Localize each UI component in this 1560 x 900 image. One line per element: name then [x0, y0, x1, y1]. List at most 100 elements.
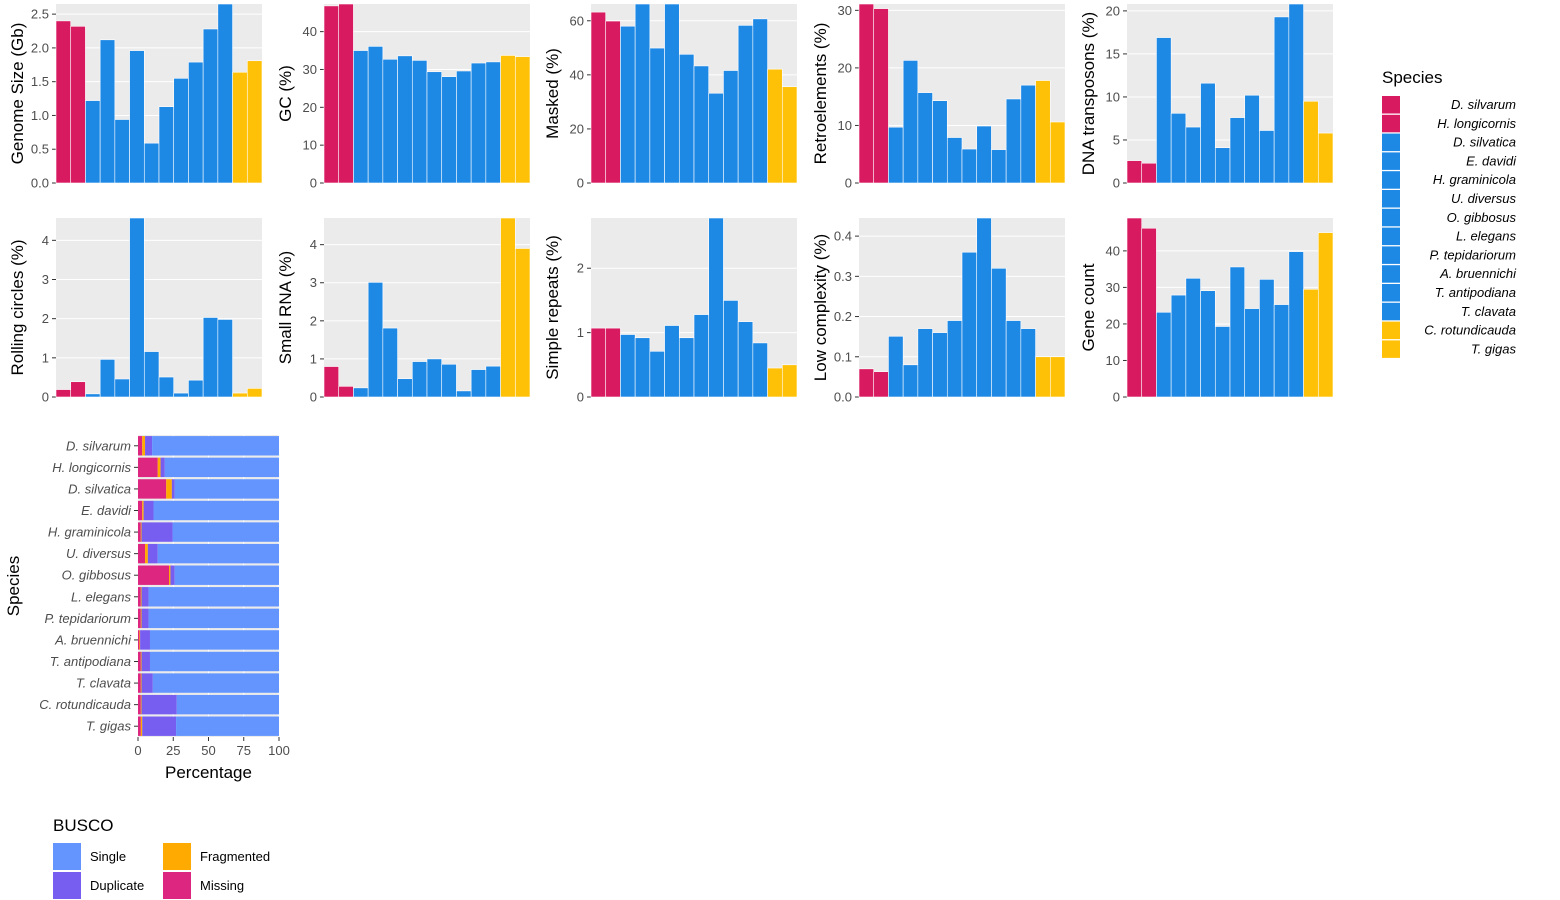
y-tick-label: 0.0	[834, 390, 852, 405]
bar-t-clavata	[217, 3, 233, 184]
segment-fragmented	[140, 651, 142, 672]
bar-c-rotundicauda	[1303, 100, 1319, 184]
segment-missing	[138, 500, 143, 521]
bar-e-davidi	[1170, 112, 1187, 184]
bar-h-longicornis	[605, 327, 621, 398]
species-label: T. clavata	[76, 676, 131, 691]
species-label: H. graminicola	[48, 525, 131, 540]
bar-t-gigas	[1317, 232, 1334, 398]
bar-o-gibbosus	[143, 351, 160, 398]
species-label: P. tepidariorum	[45, 611, 132, 626]
bar-p-tepidariorum	[441, 363, 457, 398]
segment-single	[152, 673, 279, 693]
segment-missing	[138, 608, 141, 629]
legend-label: O. gibbosus	[1447, 210, 1517, 225]
bar-l-elegans	[1229, 266, 1246, 398]
y-axis-label: DNA transposons (%)	[1079, 12, 1098, 175]
segment-missing	[138, 587, 141, 607]
segment-missing	[138, 694, 141, 715]
bar-u-diversus	[397, 55, 413, 184]
bar-e-davidi	[367, 282, 384, 398]
panel-masked: 0 20 40 60 Masked (%)	[543, 3, 798, 191]
bar-c-rotundicauda	[500, 55, 516, 184]
bar-a-bruennichi	[723, 70, 739, 184]
y-tick-label: 1	[310, 351, 317, 366]
bar-a-bruennichi	[991, 267, 1007, 398]
bar-t-clavata	[217, 319, 233, 398]
bar-t-gigas	[1049, 356, 1066, 398]
panel-gc: 0 10 20 30 40 GC (%)	[276, 3, 531, 191]
bar-d-silvatica	[1156, 311, 1172, 398]
bar-h-graminicola	[649, 47, 665, 184]
segment-fragmented	[140, 694, 142, 715]
bar-t-antipodiana	[470, 62, 487, 184]
segment-missing	[138, 651, 141, 672]
species-legend: Species D. silvarum H. longicornis D. silva…	[1382, 68, 1517, 358]
bar-p-tepidariorum	[1244, 308, 1260, 398]
bar-h-longicornis	[70, 25, 86, 184]
bar-a-bruennichi	[1259, 279, 1275, 398]
bar-a-bruennichi	[188, 379, 204, 398]
legend-label: H. longicornis	[1437, 116, 1516, 131]
y-tick-label: 1	[42, 350, 49, 365]
y-axis-label: Simple repeats (%)	[543, 235, 562, 380]
bar-t-clavata	[1020, 84, 1036, 184]
y-tick-label: 40	[303, 24, 317, 39]
legend-key	[1382, 246, 1400, 264]
segment-fragmented	[169, 565, 171, 585]
species-label: H. longicornis	[52, 460, 131, 475]
y-axis-label: Species	[4, 556, 23, 616]
bar-d-silvarum	[858, 3, 875, 184]
legend-label: L. elegans	[1456, 229, 1516, 244]
legend-key	[1382, 208, 1400, 227]
segment-duplicate	[143, 500, 154, 521]
bar-d-silvatica	[85, 393, 101, 398]
bar-u-diversus	[664, 3, 680, 184]
bar-d-silvarum	[1126, 160, 1143, 184]
bar-d-silvatica	[353, 387, 369, 398]
x-tick-label: 0	[134, 743, 141, 758]
bar-l-elegans	[1229, 117, 1246, 184]
bar-c-rotundicauda	[232, 71, 248, 184]
bar-t-antipodiana	[1005, 98, 1022, 184]
segment-single	[176, 694, 279, 715]
bar-d-silvarum	[55, 389, 72, 398]
bar-p-tepidariorum	[976, 217, 992, 398]
bar-t-antipodiana	[1005, 320, 1022, 398]
segment-fragmented	[142, 436, 146, 456]
species-label: C. rotundicauda	[39, 697, 131, 712]
bar-c-rotundicauda	[500, 217, 516, 398]
legend-key-fragmented	[163, 843, 191, 870]
y-tick-label: 0	[577, 390, 584, 405]
panel-dna-transposons: 0 5 10 15 20 DNA transposons (%)	[1079, 3, 1334, 191]
y-axis-label: Genome Size (Gb)	[8, 23, 27, 165]
y-tick-label: 5	[1113, 132, 1120, 147]
bar-t-gigas	[246, 60, 263, 184]
bar-a-bruennichi	[1259, 130, 1275, 184]
bar-h-longicornis	[338, 386, 354, 398]
species-label: T. gigas	[86, 719, 132, 734]
bar-u-diversus	[932, 100, 948, 184]
bar-e-davidi	[902, 364, 919, 398]
segment-missing	[138, 543, 146, 564]
bar-l-elegans	[158, 376, 175, 398]
y-axis-label: Low complexity (%)	[811, 234, 830, 381]
bar-t-antipodiana	[737, 25, 754, 184]
bar-h-longicornis	[605, 20, 621, 184]
segment-single	[176, 716, 279, 736]
bar-l-elegans	[426, 71, 443, 184]
bar-t-clavata	[485, 61, 501, 184]
segment-missing	[138, 716, 141, 736]
bar-l-elegans	[961, 148, 978, 184]
bar-h-longicornis	[873, 371, 889, 398]
panel-genome-size-gb: 0.0 0.5 1.0 1.5 2.0 2.5 Genome Size (Gb)	[8, 3, 263, 191]
bar-o-gibbosus	[946, 320, 963, 398]
bar-p-tepidariorum	[708, 92, 724, 184]
bar-t-gigas	[246, 388, 263, 398]
segment-fragmented	[140, 716, 143, 736]
y-tick-label: 0.5	[31, 142, 49, 157]
y-tick-label: 10	[1106, 353, 1120, 368]
y-tick-label: 3	[310, 275, 317, 290]
bar-h-longicornis	[1141, 227, 1157, 398]
segment-duplicate	[140, 630, 150, 650]
